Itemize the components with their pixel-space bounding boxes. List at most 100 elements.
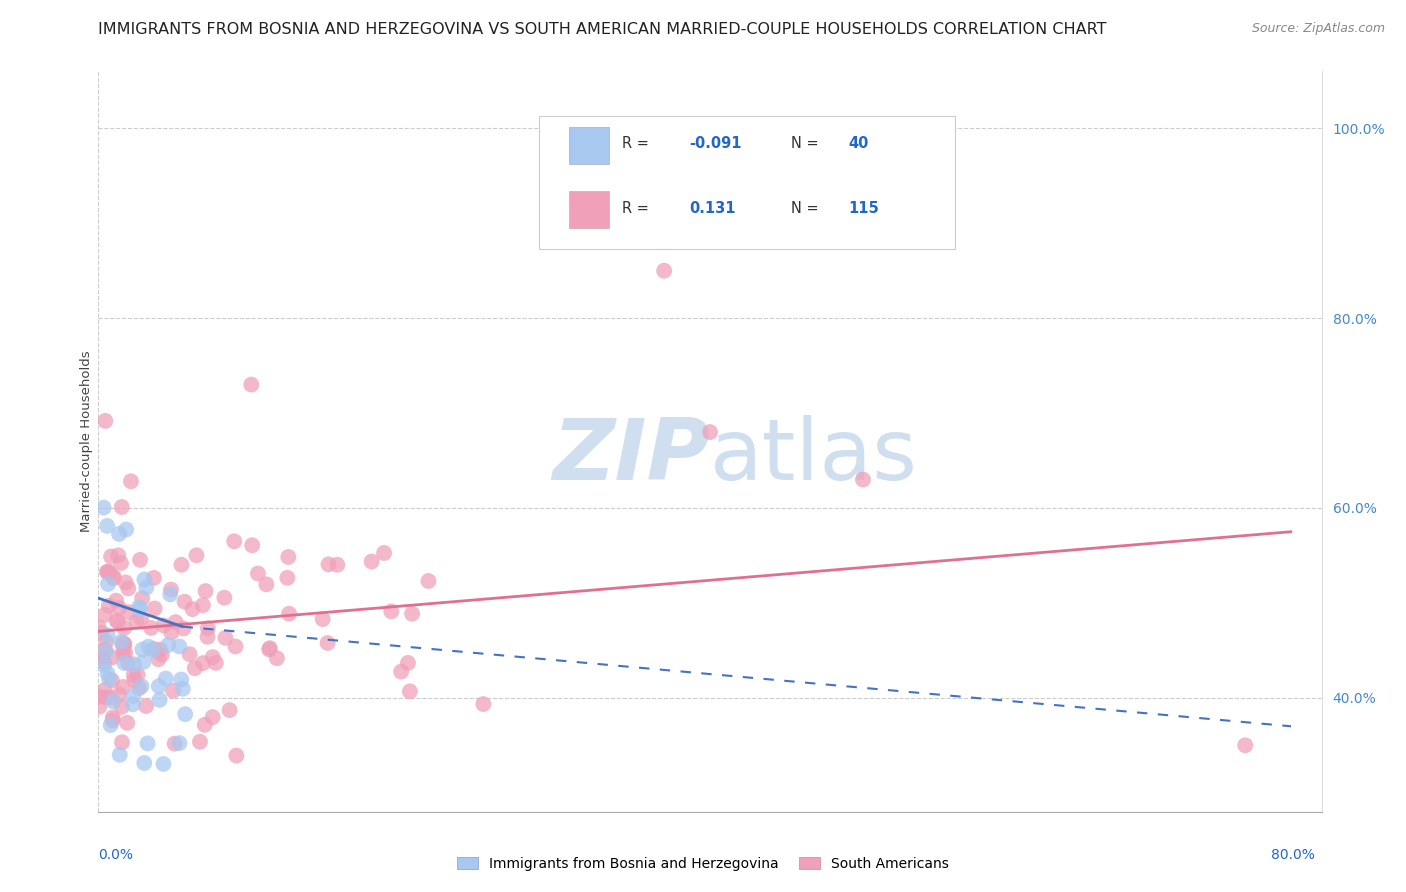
Point — [472, 697, 495, 711]
Point — [128, 600, 150, 615]
Point — [90, 625, 112, 640]
Text: R =: R = — [621, 201, 648, 216]
Point — [108, 527, 131, 541]
Text: 115: 115 — [848, 201, 879, 216]
Point — [138, 640, 160, 654]
Point — [172, 681, 194, 696]
Point — [134, 573, 156, 587]
Text: N =: N = — [790, 136, 818, 152]
Point — [114, 656, 136, 670]
Point — [100, 549, 122, 564]
Point — [132, 655, 155, 669]
Point — [96, 565, 118, 579]
Point — [197, 630, 219, 644]
Point — [276, 571, 298, 585]
Point — [218, 703, 240, 717]
Point — [129, 611, 152, 625]
Point — [115, 715, 138, 730]
Point — [94, 414, 117, 428]
Point — [97, 599, 120, 613]
Point — [108, 601, 131, 615]
Point — [128, 681, 150, 695]
Point — [101, 694, 124, 708]
Point — [93, 500, 115, 515]
Point — [389, 665, 412, 679]
Point — [184, 661, 207, 675]
Point — [169, 640, 191, 654]
Point — [191, 656, 214, 670]
Point — [93, 655, 115, 669]
Point — [131, 591, 153, 606]
Point — [373, 546, 395, 560]
Point — [174, 707, 197, 722]
Point — [100, 718, 122, 732]
Point — [114, 637, 136, 651]
Point — [121, 698, 143, 712]
Point — [97, 666, 120, 681]
Legend: Immigrants from Bosnia and Herzegovina, South Americans: Immigrants from Bosnia and Herzegovina, … — [451, 851, 955, 876]
Point — [101, 710, 124, 724]
Point — [148, 679, 170, 693]
Point — [94, 643, 117, 657]
Point — [179, 647, 201, 661]
Point — [94, 690, 117, 705]
Point — [160, 625, 183, 640]
Point — [401, 607, 423, 621]
Point — [240, 538, 263, 552]
Text: 80.0%: 80.0% — [1271, 847, 1315, 862]
Point — [107, 615, 129, 629]
Point — [131, 642, 153, 657]
Point — [214, 591, 236, 605]
Point — [155, 672, 177, 686]
Point — [311, 612, 333, 626]
Point — [110, 634, 132, 648]
Point — [122, 689, 145, 703]
Point — [97, 628, 120, 642]
Point — [112, 680, 135, 694]
Point — [159, 587, 181, 601]
Point — [326, 558, 349, 572]
Text: 0.131: 0.131 — [689, 201, 735, 216]
Point — [111, 735, 134, 749]
Point — [142, 641, 165, 656]
Point — [120, 475, 142, 489]
Point — [181, 602, 204, 616]
Point — [318, 558, 340, 572]
Point — [105, 614, 128, 628]
Point — [98, 672, 121, 686]
Point — [111, 700, 134, 714]
Point — [135, 581, 157, 595]
Point — [131, 679, 153, 693]
Point — [170, 558, 193, 572]
Point — [112, 621, 135, 635]
Point — [142, 643, 165, 657]
Point — [90, 650, 112, 665]
Point — [134, 756, 156, 770]
Point — [257, 642, 280, 657]
Point — [114, 575, 136, 590]
Point — [89, 699, 111, 714]
Point — [152, 618, 174, 632]
Point — [105, 593, 128, 607]
Text: N =: N = — [790, 201, 818, 216]
FancyBboxPatch shape — [569, 191, 609, 228]
Point — [396, 656, 419, 670]
Point — [259, 641, 281, 656]
Text: R =: R = — [621, 136, 648, 152]
Point — [107, 549, 129, 563]
Point — [142, 571, 165, 585]
Point — [101, 673, 124, 688]
Point — [380, 604, 402, 618]
Text: 0.0%: 0.0% — [98, 847, 134, 862]
Point — [148, 652, 170, 666]
Point — [157, 638, 180, 652]
Point — [240, 377, 263, 392]
Point — [89, 690, 111, 704]
Point — [100, 690, 122, 705]
FancyBboxPatch shape — [538, 116, 955, 249]
Point — [278, 607, 301, 621]
Point — [112, 647, 135, 661]
Point — [224, 534, 246, 549]
Point — [101, 714, 124, 728]
Point — [139, 621, 162, 635]
